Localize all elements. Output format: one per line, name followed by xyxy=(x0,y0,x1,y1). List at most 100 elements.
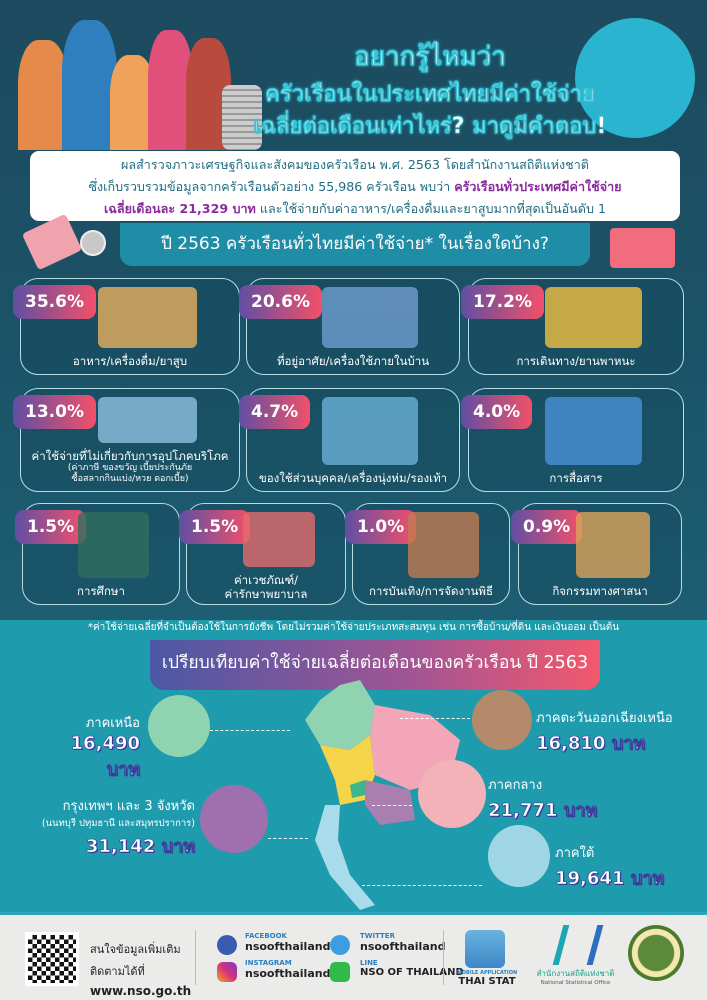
footnote: *ค่าใช้จ่ายเฉลี่ยที่จำเป็นต้องใช้ในการยั… xyxy=(87,622,620,633)
south-avatar xyxy=(488,825,550,887)
title-line-3: เฉลี่ยต่อเดือนเท่าไหร่? มาดูมีคำตอบ! xyxy=(253,114,607,140)
divider xyxy=(195,930,196,985)
region-bangkok: กรุงเทพฯ และ 3 จังหวัด (นนทบุรี ปทุมธานี… xyxy=(41,799,195,857)
thai-stat-app-icon[interactable] xyxy=(465,930,505,968)
central-avatar xyxy=(418,760,486,828)
category-illustration xyxy=(544,397,642,465)
percent-badge: 35.6% xyxy=(13,285,96,319)
footer xyxy=(0,912,707,1000)
percent-badge: 1.0% xyxy=(345,510,417,544)
category-illustration xyxy=(321,287,419,348)
instagram-icon[interactable] xyxy=(217,962,237,982)
category-label: ที่อยู่อาศัย/เครื่องใช้ภายในบ้าน xyxy=(276,354,430,368)
qr-code[interactable] xyxy=(25,932,79,986)
category-card: 17.2% การเดินทาง/ยานพาหนะ xyxy=(461,278,684,375)
connector-central xyxy=(372,805,412,806)
percent-badge: 13.0% xyxy=(13,395,96,429)
connector-bangkok xyxy=(268,838,308,839)
category-card: 1.0% การบันเทิง/การจัดงานพิธี xyxy=(345,503,510,605)
category-illustration xyxy=(98,397,197,443)
website-link[interactable]: www.nso.go.th xyxy=(90,984,192,998)
category-card: 1.5% การศึกษา xyxy=(15,503,180,605)
coin-icon xyxy=(80,230,106,256)
category-label: การสื่อสาร xyxy=(549,471,603,485)
facebook-icon[interactable] xyxy=(217,935,237,955)
org-name-en: National Statistical Office xyxy=(540,980,611,986)
percent-badge: 1.5% xyxy=(15,510,87,544)
mascot-illustration xyxy=(575,18,695,138)
category-label: อาหาร/เครื่องดื่ม/ยาสูบ xyxy=(72,354,188,368)
percent-badge: 20.6% xyxy=(239,285,322,319)
more-info-label: สนใจข้อมูลเพิ่มเติม xyxy=(90,943,181,956)
category-illustration xyxy=(78,512,150,578)
intro-line-1: ผลสำรวจภาวะเศรษฐกิจและสังคมของครัวเรือน … xyxy=(121,157,589,172)
connector-northeast xyxy=(400,718,470,719)
twitter-icon[interactable] xyxy=(330,935,350,955)
category-label: ค่าเวชภัณฑ์/ xyxy=(233,573,298,587)
map-north xyxy=(305,680,375,750)
line-link[interactable]: LINE NSO OF THAILAND xyxy=(360,959,464,978)
category-label: กิจกรรมทางศาสนา xyxy=(552,584,648,598)
category-note: (ค่าภาษี ของขวัญ เบี้ยประกันภัย xyxy=(67,463,193,473)
family-illustration xyxy=(148,30,193,150)
twitter-link[interactable]: TWITTER nsoofthailand xyxy=(360,932,446,953)
category-card: 0.9% กิจกรรมทางศาสนา xyxy=(511,503,682,605)
compare-title: เปรียบเทียบค่าใช้จ่ายเฉลี่ยต่อเดือนของคร… xyxy=(150,640,600,690)
percent-badge: 4.7% xyxy=(239,395,311,429)
category-note: ซื้อสลากกินแบ่ง/หวย ดอกเบี้ย) xyxy=(71,474,189,484)
category-card: 4.7% ของใช้ส่วนบุคคล/เครื่องนุ่งห่ม/รองเ… xyxy=(239,388,460,492)
title-line-1: อยากรู้ไหมว่า xyxy=(354,42,506,73)
intro-box: ผลสำรวจภาวะเศรษฐกิจและสังคมของครัวเรือน … xyxy=(30,151,680,221)
app-name: THAI STAT xyxy=(458,976,516,987)
org-name-th: สำนักงานสถิติแห่งชาติ xyxy=(536,969,615,978)
category-illustration xyxy=(243,512,315,567)
ministry-seal xyxy=(628,925,684,981)
map-bangkok xyxy=(350,780,365,798)
region-north: ภาคเหนือ 16,490 บาท xyxy=(70,716,140,780)
intro-line-3: และใช้จ่ายกับค่าอาหาร/เครื่องดื่มและยาสู… xyxy=(255,201,606,216)
region-south: ภาคใต้ 19,641 บาท xyxy=(555,846,665,889)
line-icon[interactable] xyxy=(330,962,350,982)
northeast-avatar xyxy=(472,690,532,750)
category-label: การเดินทาง/ยานพาหนะ xyxy=(516,354,636,368)
bangkok-avatar xyxy=(200,785,268,853)
region-central: ภาคกลาง 21,771 บาท xyxy=(488,778,598,821)
category-label: การบันเทิง/การจัดงานพิธี xyxy=(368,584,494,598)
category-illustration xyxy=(576,512,651,578)
north-avatar xyxy=(148,695,210,757)
category-label: การศึกษา xyxy=(77,584,125,598)
category-card: 35.6% อาหาร/เครื่องดื่ม/ยาสูบ xyxy=(13,278,240,375)
family-illustration xyxy=(18,40,68,150)
category-card: 4.0% การสื่อสาร xyxy=(461,388,684,492)
category-illustration xyxy=(408,512,480,578)
intro-line-2: ซึ่งเก็บรวบรวมข้อมูลจากครัวเรือนตัวอย่าง… xyxy=(88,179,455,194)
family-illustration xyxy=(110,55,155,150)
percent-badge: 0.9% xyxy=(511,510,583,544)
category-label: ค่าใช้จ่ายที่ไม่เกี่ยวกับการอุปโภคบริโภค xyxy=(31,449,229,463)
divider xyxy=(443,930,444,985)
category-illustration xyxy=(321,397,419,465)
intro-average: เฉลี่ยเดือนละ 21,329 บาท xyxy=(104,201,256,216)
instagram-link[interactable]: INSTAGRAM nsoofthailand xyxy=(245,959,331,980)
map-south xyxy=(315,805,375,910)
percent-badge: 4.0% xyxy=(461,395,533,429)
map-east xyxy=(365,780,415,825)
follow-label: ติดตามได้ที่ xyxy=(90,965,145,978)
connector-south xyxy=(362,885,482,886)
category-card: 1.5% ค่าเวชภัณฑ์/ ค่ารักษาพยาบาล xyxy=(179,503,346,605)
percent-badge: 17.2% xyxy=(461,285,544,319)
family-illustration xyxy=(62,20,117,150)
category-label: ของใช้ส่วนบุคคล/เครื่องนุ่งห่ม/รองเท้า xyxy=(258,471,448,485)
category-card: 20.6% ที่อยู่อาศัย/เครื่องใช้ภายในบ้าน xyxy=(239,278,460,375)
category-illustration xyxy=(544,287,642,348)
facebook-link[interactable]: FACEBOOK nsoofthailand xyxy=(245,932,331,953)
connector-north xyxy=(210,730,290,731)
category-illustration xyxy=(98,287,197,348)
app-label: MOBILE APPLICATION xyxy=(456,970,518,976)
coins-icon xyxy=(222,85,262,150)
percent-badge: 1.5% xyxy=(179,510,251,544)
question-banner: ปี 2563 ครัวเรือนทั่วไทยมีค่าใช้จ่าย* ใน… xyxy=(120,223,590,266)
category-label-2: ค่ารักษาพยาบาล xyxy=(224,587,308,601)
region-northeast: ภาคตะวันออกเฉียงเหนือ 16,810 บาท xyxy=(536,711,673,754)
intro-highlight: ครัวเรือนทั่วประเทศมีค่าใช้จ่าย xyxy=(454,179,622,194)
